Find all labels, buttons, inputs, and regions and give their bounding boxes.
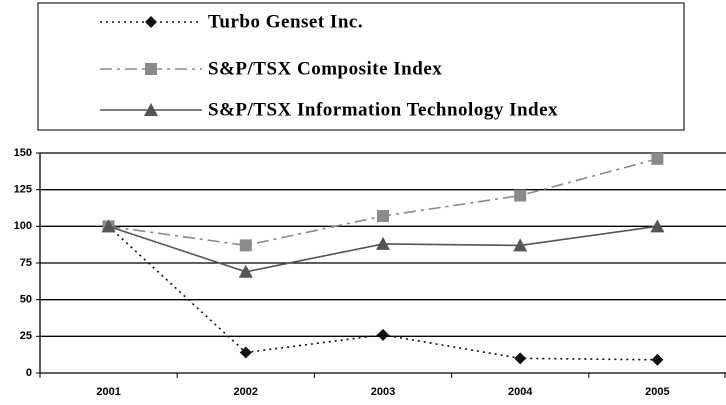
legend-label: S&P/TSX Information Technology Index: [208, 99, 558, 120]
y-tick-label: 50: [20, 294, 32, 306]
legend-label: S&P/TSX Composite Index: [208, 58, 442, 79]
x-tick-label: 2004: [508, 386, 533, 398]
marker: [514, 189, 527, 202]
y-tick-label: 0: [26, 367, 32, 379]
legend-marker: [145, 16, 157, 28]
marker: [514, 352, 527, 365]
marker: [376, 236, 390, 250]
marker: [513, 238, 528, 252]
x-tick-label: 2003: [371, 386, 395, 398]
x-tick-label: 2005: [645, 386, 669, 398]
marker: [651, 353, 664, 366]
y-tick-label: 150: [14, 147, 32, 159]
legend-box: [37, 2, 685, 131]
y-tick-label: 25: [20, 330, 32, 342]
marker: [650, 219, 665, 233]
marker: [377, 210, 389, 223]
x-tick-label: 2002: [234, 386, 258, 398]
series-line: [108, 158, 658, 247]
y-tick-label: 100: [14, 220, 32, 232]
marker: [651, 152, 664, 165]
legend-label: Turbo Genset Inc.: [208, 11, 363, 32]
x-tick-label: 2001: [96, 386, 120, 398]
marker: [101, 219, 116, 233]
y-tick-label: 125: [14, 184, 32, 196]
legend-marker: [144, 103, 158, 116]
marker: [239, 239, 252, 252]
marker: [238, 264, 253, 278]
marker: [377, 328, 389, 341]
marker: [239, 346, 252, 359]
legend-marker: [145, 63, 157, 75]
y-tick-label: 75: [20, 257, 32, 269]
